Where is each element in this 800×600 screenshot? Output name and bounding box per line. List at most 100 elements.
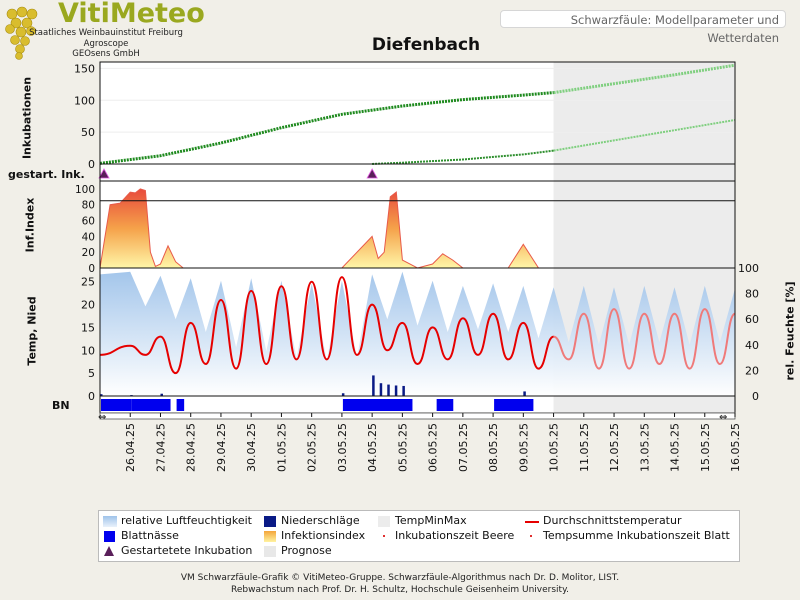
range-left-arrow-icon: ⇔ — [98, 412, 106, 423]
legend-humidity-swatch — [103, 516, 117, 527]
range-slider — [99, 412, 736, 420]
x-tick-label: 13.05.25 — [638, 423, 651, 472]
ink-series-0 — [99, 91, 554, 165]
temp-tick-label: 5 — [88, 367, 95, 380]
x-tick-label: 27.04.25 — [154, 423, 167, 472]
legend-precip-swatch — [264, 516, 276, 527]
x-tick-label: 12.05.25 — [608, 423, 621, 472]
inkubation-marker — [366, 168, 378, 179]
inf-tick-label: 0 — [88, 263, 95, 275]
blattnaesse-block — [131, 399, 171, 411]
footer-line-2: Rebwachstum nach Prof. Dr. H. Schultz, H… — [231, 585, 569, 595]
x-tick-label: 16.05.25 — [729, 423, 742, 472]
ylabel-gestart-ink: gestart. Ink. — [8, 168, 85, 181]
ink-tick-label: 150 — [74, 62, 95, 75]
temp-tick-label: 20 — [81, 299, 95, 312]
x-tick-label: 06.05.25 — [427, 423, 440, 472]
blattnaesse-block — [373, 399, 413, 411]
humidity-tick-label: 100 — [738, 262, 759, 275]
x-tick-label: 02.05.25 — [306, 423, 319, 472]
legend-prognose-label: Prognose — [281, 544, 332, 557]
temp-tick-label: 10 — [81, 344, 95, 357]
temperature-forecast-line — [553, 308, 736, 370]
inf-tick-label: 40 — [82, 231, 95, 243]
x-tick-label: 03.05.25 — [336, 423, 349, 472]
legend-prognose-swatch — [264, 546, 276, 557]
x-tick-label: 08.05.25 — [487, 423, 500, 472]
range-right-arrow-icon: ⇔ — [719, 412, 727, 423]
blattnaesse-block — [101, 399, 132, 411]
legend-inkubation-label: Gestartetete Inkubation — [121, 544, 253, 557]
legend-tempminmax-label: TempMinMax — [395, 514, 467, 527]
legend-bn-label: Blattnässe — [121, 529, 179, 542]
precip-bar — [341, 393, 345, 396]
inf-tick-label: 80 — [82, 200, 95, 212]
temp-tick-label: 15 — [81, 321, 95, 334]
precip-bar — [372, 375, 375, 396]
blattnaesse-block — [436, 399, 454, 411]
ink-tick-label: 50 — [81, 126, 95, 139]
legend-precip-label: Niederschläge — [281, 514, 360, 527]
ink-series-1 — [372, 149, 554, 165]
chart-title: Diefenbach — [371, 35, 481, 55]
precip-bar — [402, 385, 405, 396]
footer: VM Schwarzfäule-Grafik © VitiMeteo-Grupp… — [0, 572, 800, 596]
humidity-tick-label: 0 — [752, 390, 759, 403]
precip-bar — [394, 385, 398, 396]
legend-infindex-label: Infektionsindex — [281, 529, 366, 542]
footer-line-1: VM Schwarzfäule-Grafik © VitiMeteo-Grupp… — [180, 573, 620, 583]
org-line-1: Staatliches Weinbauinstitut Freiburg — [29, 28, 183, 38]
legend-beere-swatch — [383, 535, 385, 537]
x-tick-label: 15.05.25 — [699, 423, 712, 472]
legend-bn-swatch — [104, 531, 115, 542]
temp-tick-label: 25 — [81, 276, 95, 289]
blattnaesse-block — [494, 399, 534, 411]
legend-blatt-swatch — [530, 535, 532, 537]
x-tick-label: 07.05.25 — [457, 423, 470, 472]
precip-bar — [523, 391, 526, 396]
x-tick-label: 29.04.25 — [215, 423, 228, 472]
ink-tick-label: 100 — [74, 94, 95, 107]
legend-inkubation-icon — [104, 546, 114, 556]
temperature-line — [99, 276, 555, 375]
chart-svg: 0501001500204060801000510152025020406080… — [74, 61, 759, 472]
humidity-tick-label: 20 — [745, 364, 759, 377]
x-tick-label: 11.05.25 — [578, 423, 591, 472]
precip-bar — [100, 394, 103, 396]
model-label: Schwarzfäule: Modellparameter und Wetter… — [500, 10, 786, 45]
blattnaesse-block — [176, 399, 185, 411]
x-tick-label: 05.05.25 — [396, 423, 409, 472]
ink-tick-label: 0 — [88, 158, 95, 171]
humidity-tick-label: 80 — [745, 288, 759, 301]
inkubation-marker — [98, 168, 110, 179]
logo-title: VitiMeteo — [58, 0, 205, 29]
humidity-tick-label: 40 — [745, 339, 759, 352]
ylabel-bn: BN — [52, 399, 70, 412]
x-tick-label: 30.04.25 — [245, 423, 258, 472]
legend-temp-label: Durchschnittstemperatur — [543, 514, 682, 527]
x-tick-label: 09.05.25 — [517, 423, 530, 472]
legend-temp-swatch — [525, 521, 539, 523]
legend: relative Luftfeuchtigkeit Niederschläge … — [98, 510, 740, 562]
x-tick-label: 26.04.25 — [124, 423, 137, 472]
inf-tick-label: 20 — [82, 247, 95, 259]
legend-beere-label: Inkubationszeit Beere — [395, 529, 515, 542]
x-tick-label: 04.05.25 — [366, 423, 379, 472]
x-tick-label: 01.05.25 — [275, 423, 288, 472]
legend-tempminmax-swatch — [378, 516, 390, 527]
grape-logo-icon — [5, 6, 38, 60]
x-tick-label: 10.05.25 — [548, 423, 561, 472]
org-line-2: Agroscope — [83, 39, 129, 49]
humidity-area — [100, 271, 735, 396]
legend-blatt-label: Tempsumme Inkubationszeit Blatt — [543, 529, 730, 542]
org-line-3: GEOsens GmbH — [72, 49, 140, 59]
x-tick-label: 14.05.25 — [669, 423, 682, 472]
legend-infindex-swatch — [264, 531, 276, 542]
temp-tick-label: 0 — [88, 390, 95, 403]
ink-series-forecast-1 — [553, 119, 736, 152]
x-tick-label: 28.04.25 — [185, 423, 198, 472]
inf-tick-label: 100 — [75, 184, 95, 196]
precip-bar — [387, 384, 390, 396]
precip-bar — [379, 383, 383, 396]
blattnaesse-block — [342, 399, 383, 411]
